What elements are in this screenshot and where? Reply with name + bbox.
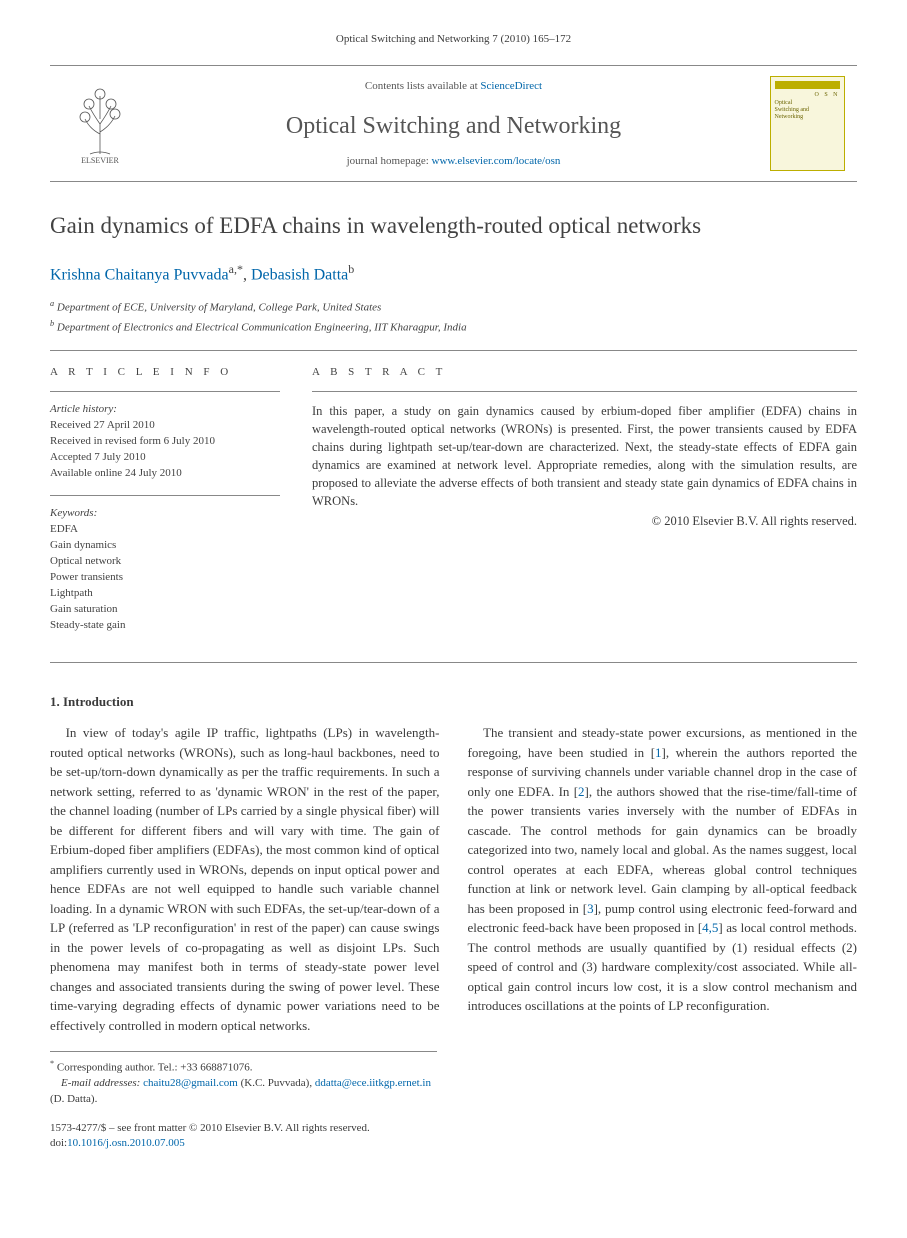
publisher-logo: ELSEVIER [50, 76, 150, 171]
journal-masthead: ELSEVIER Contents lists available at Sci… [50, 65, 857, 182]
divider [50, 350, 857, 351]
doi-link[interactable]: 10.1016/j.osn.2010.07.005 [67, 1137, 185, 1149]
contents-lists-line: Contents lists available at ScienceDirec… [150, 79, 757, 94]
running-head: Optical Switching and Networking 7 (2010… [50, 32, 857, 47]
citation-link[interactable]: 4,5 [702, 920, 718, 935]
issn-line: 1573-4277/$ – see front matter © 2010 El… [50, 1121, 370, 1136]
author-list: Krishna Chaitanya Puvvadaa,*, Debasish D… [50, 261, 857, 287]
article-info-column: A R T I C L E I N F O Article history: R… [50, 365, 280, 648]
page-footer: 1573-4277/$ – see front matter © 2010 El… [50, 1121, 857, 1152]
author-link[interactable]: Debasish Datta [251, 266, 348, 283]
keywords-block: Keywords: EDFA Gain dynamics Optical net… [50, 506, 280, 634]
abstract-copyright: © 2010 Elsevier B.V. All rights reserved… [312, 513, 857, 531]
section-heading: 1. Introduction [50, 693, 857, 711]
paragraph: In view of today's agile IP traffic, lig… [50, 723, 440, 1035]
sciencedirect-link[interactable]: ScienceDirect [480, 80, 542, 92]
affiliation-b: b Department of Electronics and Electric… [50, 318, 857, 336]
abstract-text: In this paper, a study on gain dynamics … [312, 402, 857, 511]
author-affil-marker: a,* [229, 262, 243, 276]
article-history: Article history: Received 27 April 2010 … [50, 402, 280, 482]
journal-homepage-line: journal homepage: www.elsevier.com/locat… [150, 154, 757, 169]
journal-name: Optical Switching and Networking [150, 110, 757, 144]
article-info-heading: A R T I C L E I N F O [50, 365, 280, 380]
email-link[interactable]: ddatta@ece.iitkgp.ernet.in [315, 1077, 431, 1089]
elsevier-tree-icon: ELSEVIER [65, 84, 135, 164]
body-text: In view of today's agile IP traffic, lig… [50, 723, 857, 1035]
author-affil-marker: b [348, 262, 354, 276]
svg-text:ELSEVIER: ELSEVIER [81, 156, 119, 164]
affiliation-a: a Department of ECE, University of Maryl… [50, 298, 857, 316]
journal-cover-thumbnail: O S N Optical Switching and Networking [770, 76, 845, 171]
footnotes: * Corresponding author. Tel.: +33 668871… [50, 1051, 437, 1107]
doi-line: doi:10.1016/j.osn.2010.07.005 [50, 1136, 370, 1151]
email-link[interactable]: chaitu28@gmail.com [143, 1077, 238, 1089]
paragraph: The transient and steady-state power exc… [468, 723, 858, 1016]
author-link[interactable]: Krishna Chaitanya Puvvada [50, 266, 229, 283]
article-title: Gain dynamics of EDFA chains in waveleng… [50, 210, 857, 242]
abstract-column: A B S T R A C T In this paper, a study o… [312, 365, 857, 648]
journal-homepage-link[interactable]: www.elsevier.com/locate/osn [432, 155, 561, 167]
abstract-heading: A B S T R A C T [312, 365, 857, 380]
